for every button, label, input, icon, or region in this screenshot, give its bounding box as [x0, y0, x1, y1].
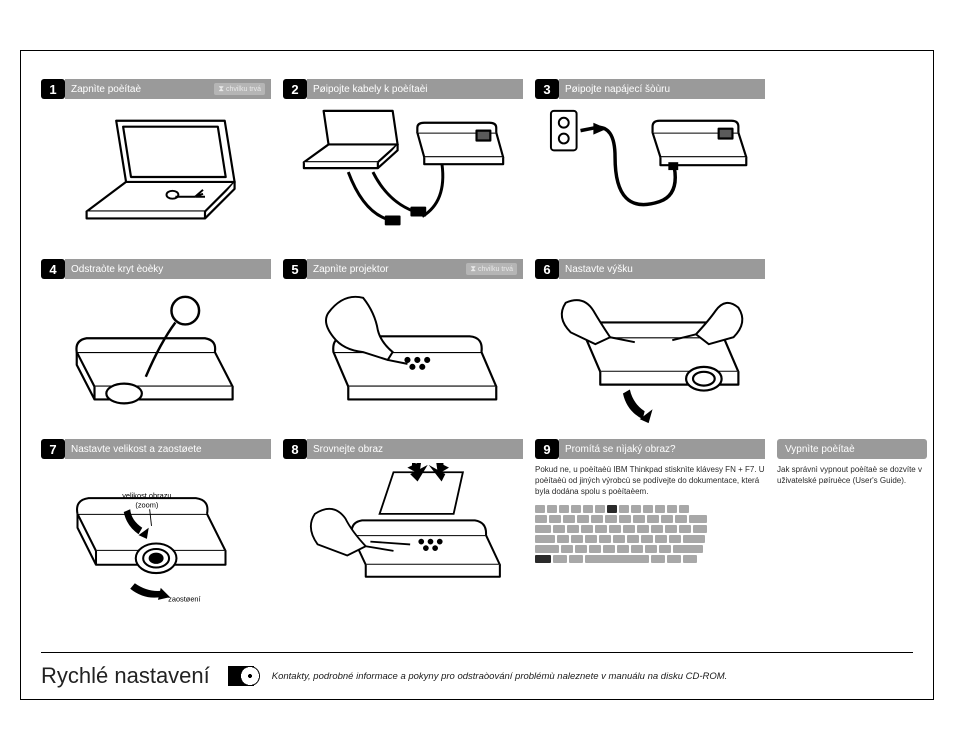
turn-off-panel: Vypnìte poèítaè Jak správnì vypnout poèí…	[777, 439, 927, 611]
focus-label: zaostøení	[168, 595, 201, 604]
step-number: 7	[41, 439, 65, 459]
turnoff-text: Jak správnì vypnout poèítaè se dozvíte v…	[777, 463, 927, 491]
step-2: 2 Pøipojte kabely k poèítaèi	[283, 79, 523, 251]
turnoff-label: Vypnìte poèítaè	[777, 439, 927, 459]
illustration-lens-cap	[41, 283, 271, 431]
steps-grid: 1 Zapnìte poèítaè chvilku trvá	[41, 79, 913, 611]
quick-setup-card: 1 Zapnìte poèítaè chvilku trvá	[20, 50, 934, 700]
spacer	[777, 79, 927, 251]
zoom-label: velikost obrazu	[122, 491, 171, 500]
step-label: Pøipojte kabely k poèítaèi	[307, 79, 523, 99]
step-4: 4 Odstraòte kryt èoèky	[41, 259, 271, 431]
step-9-instructions: Pokud ne, u poèítaèù IBM Thinkpad stiskn…	[535, 463, 765, 501]
zoom-label-2: (zoom)	[135, 500, 158, 509]
step-label: Srovnejte obraz	[307, 439, 523, 459]
step-number: 6	[535, 259, 559, 279]
step-1: 1 Zapnìte poèítaè chvilku trvá	[41, 79, 271, 251]
step-number: 2	[283, 79, 307, 99]
illustration-adjust-height	[535, 283, 765, 431]
step-label: Nastavte velikost a zaostøete	[65, 439, 271, 459]
step-7: 7 Nastavte velikost a zaostøete	[41, 439, 271, 611]
page-title: Rychlé nastavení	[41, 663, 210, 689]
illustration-laptop-power	[41, 103, 271, 251]
step-label-text: Zapnìte poèítaè	[71, 84, 141, 95]
illustration-power-cord	[535, 103, 765, 251]
step-number: 5	[283, 259, 307, 279]
step-label: Zapnìte poèítaè chvilku trvá	[65, 79, 271, 99]
step-label: Nastavte výšku	[559, 259, 765, 279]
step-6: 6 Nastavte výšku	[535, 259, 765, 431]
step-label: Promítá se nìjaký obraz?	[559, 439, 765, 459]
step-number: 1	[41, 79, 65, 99]
illustration-zoom-focus: velikost obrazu (zoom) zaostøení	[41, 463, 271, 611]
step-number: 4	[41, 259, 65, 279]
step-label: Pøipojte napájecí šòùru	[559, 79, 765, 99]
step-number: 8	[283, 439, 307, 459]
step-9: 9 Promítá se nìjaký obraz? Pokud ne, u p…	[535, 439, 765, 611]
illustration-cables	[283, 103, 523, 251]
footer-text: Kontakty, podrobné informace a pokyny pr…	[272, 671, 728, 682]
hourglass-icon: chvilku trvá	[214, 83, 265, 95]
footer: Rychlé nastavení Kontakty, podrobné info…	[41, 652, 913, 689]
step-number: 9	[535, 439, 559, 459]
step-number: 3	[535, 79, 559, 99]
illustration-power-on	[283, 283, 523, 431]
step-3: 3 Pøipojte napájecí šòùru	[535, 79, 765, 251]
step-label-text: Zapnìte projektor	[313, 264, 389, 275]
step-label: Zapnìte projektor chvilku trvá	[307, 259, 523, 279]
hourglass-icon: chvilku trvá	[466, 263, 517, 275]
spacer	[777, 259, 927, 431]
step-5: 5 Zapnìte projektor chvilku trvá	[283, 259, 523, 431]
step-8: 8 Srovnejte obraz	[283, 439, 523, 611]
illustration-keystone	[283, 463, 523, 611]
cd-rom-icon	[228, 666, 254, 686]
step-label: Odstraòte kryt èoèky	[65, 259, 271, 279]
keyboard-illustration	[535, 505, 765, 563]
